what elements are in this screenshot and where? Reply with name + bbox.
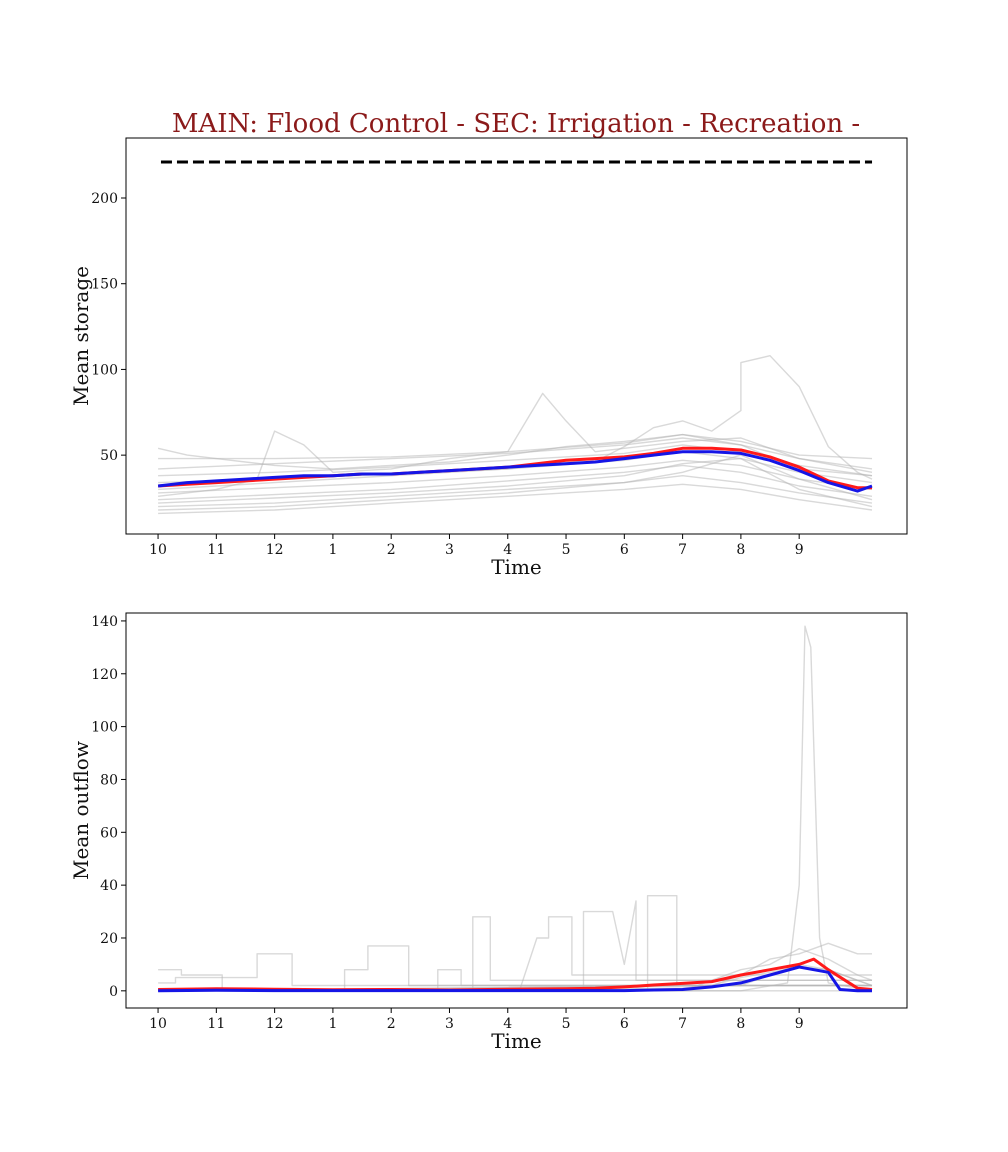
x-tick-label: 12 (266, 1016, 284, 1032)
plot-area (157, 160, 873, 515)
plot-area (158, 625, 873, 993)
y-tick-label: 50 (100, 448, 118, 464)
ensemble-line-1 (158, 953, 872, 987)
axes-frame (125, 137, 908, 535)
axes-frame (125, 612, 908, 1009)
x-tick-label: 11 (207, 542, 225, 558)
ensemble-line-6 (158, 437, 873, 470)
x-tick-label: 7 (678, 1016, 687, 1032)
x-tick-label: 9 (795, 1016, 804, 1032)
x-tick-label: 12 (266, 542, 284, 558)
x-tick-label: 2 (387, 1016, 396, 1032)
ensemble-line-2 (158, 464, 873, 501)
y-tick-label: 100 (91, 362, 118, 378)
x-tick-label: 10 (149, 542, 167, 558)
series-line-blue (157, 450, 873, 493)
y-tick-label: 40 (100, 878, 118, 894)
ensemble-line-9 (158, 392, 873, 497)
x-tick-label: 3 (445, 542, 454, 558)
ensemble-line-12 (158, 454, 873, 511)
y-tick-label: 100 (91, 720, 118, 736)
x-axis-label: Time (491, 555, 542, 579)
y-tick-label: 150 (91, 277, 118, 293)
ensemble-line-2 (158, 945, 872, 992)
x-tick-label: 5 (562, 1016, 571, 1032)
x-tick-label: 4 (503, 542, 512, 558)
ensemble-line-11 (158, 625, 873, 992)
x-axis-label: Time (491, 1029, 542, 1053)
outflow-panel: 10 11 12 1 2 3 4 5 6 7 8 9020406080100120140TimeMea… (69, 612, 908, 1053)
x-tick-label: 10 (149, 1016, 167, 1032)
y-tick-label: 80 (100, 772, 118, 788)
x-tick-label: 6 (620, 1016, 629, 1032)
ensemble-line-6 (158, 900, 872, 992)
x-tick-label: 8 (736, 1016, 745, 1032)
figure-title: MAIN: Flood Control - SEC: Irrigation - … (172, 109, 860, 139)
ensemble-line-10 (158, 355, 873, 491)
ensemble-line-7 (158, 433, 873, 460)
x-tick-label: 6 (620, 542, 629, 558)
y-tick-label: 20 (100, 931, 118, 947)
x-tick-label: 4 (503, 1016, 512, 1032)
ensemble-line-0 (158, 483, 873, 515)
x-tick-label: 1 (328, 1016, 337, 1032)
y-tick-label: 140 (91, 614, 118, 630)
ensemble-line-3 (158, 459, 873, 494)
x-tick-label: 2 (387, 542, 396, 558)
x-tick-label: 7 (678, 542, 687, 558)
y-tick-label: 120 (91, 667, 118, 683)
x-tick-label: 1 (328, 542, 337, 558)
ensemble-line-8 (157, 433, 873, 477)
y-tick-label: 60 (100, 825, 118, 841)
y-tick-label: 200 (91, 191, 118, 207)
x-tick-label: 8 (736, 542, 745, 558)
series-line-blue (158, 965, 872, 993)
x-tick-label: 5 (562, 542, 571, 558)
x-tick-label: 11 (207, 1016, 225, 1032)
y-axis-label: Mean outflow (69, 741, 93, 880)
y-axis-label: Mean storage (69, 266, 93, 406)
ensemble-line-11 (158, 457, 873, 508)
ensemble-line-10 (158, 942, 872, 992)
y-tick-label: 0 (109, 984, 118, 1000)
x-tick-label: 9 (795, 542, 804, 558)
x-tick-label: 3 (445, 1016, 454, 1032)
ensemble-line-5 (158, 916, 872, 992)
